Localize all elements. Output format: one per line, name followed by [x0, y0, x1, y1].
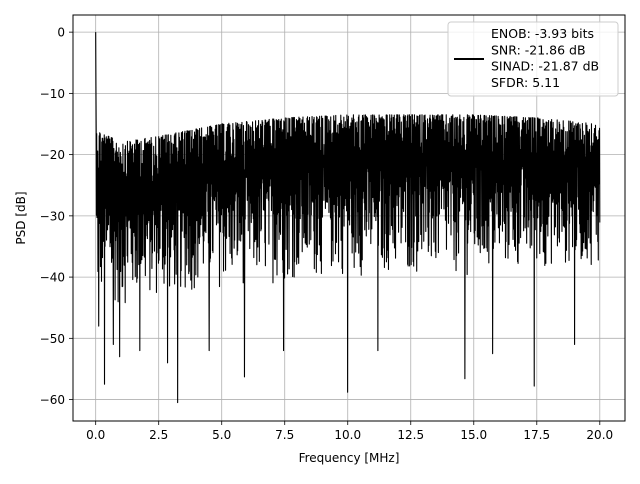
y-axis-label: PSD [dB]: [14, 191, 28, 244]
x-tick-label: 17.5: [523, 428, 550, 442]
x-tick-label: 10.0: [334, 428, 361, 442]
legend-entry-snr: SNR: -21.86 dB: [491, 42, 586, 57]
y-tick-label: 0: [57, 26, 65, 40]
x-tick-label: 5.0: [212, 428, 231, 442]
y-tick-label: −30: [40, 209, 65, 223]
y-tick-label: −60: [40, 393, 65, 407]
legend-entry-sinad: SINAD: -21.87 dB: [491, 59, 599, 74]
ticks: 0.0 2.5 5.0 7.5 10.0 12.5 15.0 17.5 20.0 0 −10 −20 −…: [40, 26, 613, 442]
x-tick-label: 2.5: [149, 428, 168, 442]
x-tick-label: 7.5: [275, 428, 294, 442]
legend: ENOB: -3.93 bits SNR: -21.86 dB SINAD: -…: [447, 21, 619, 97]
y-tick-label: −50: [40, 332, 65, 346]
y-tick-label: −40: [40, 271, 65, 285]
psd-series-line: [95, 32, 601, 404]
x-tick-label: 20.0: [586, 428, 613, 442]
legend-entry-sfdr: SFDR: 5.11: [491, 75, 560, 90]
y-tick-label: −20: [40, 148, 65, 162]
y-tick-label: −10: [40, 87, 65, 101]
x-tick-label: 15.0: [460, 428, 487, 442]
x-tick-label: 12.5: [397, 428, 424, 442]
axes-frame: [72, 14, 626, 422]
plot-area: [95, 32, 601, 404]
x-axis-label: Frequency [MHz]: [299, 451, 400, 465]
legend-box: [447, 21, 619, 97]
legend-entry-enob: ENOB: -3.93 bits: [491, 26, 594, 41]
x-tick-label: 0.0: [86, 428, 105, 442]
